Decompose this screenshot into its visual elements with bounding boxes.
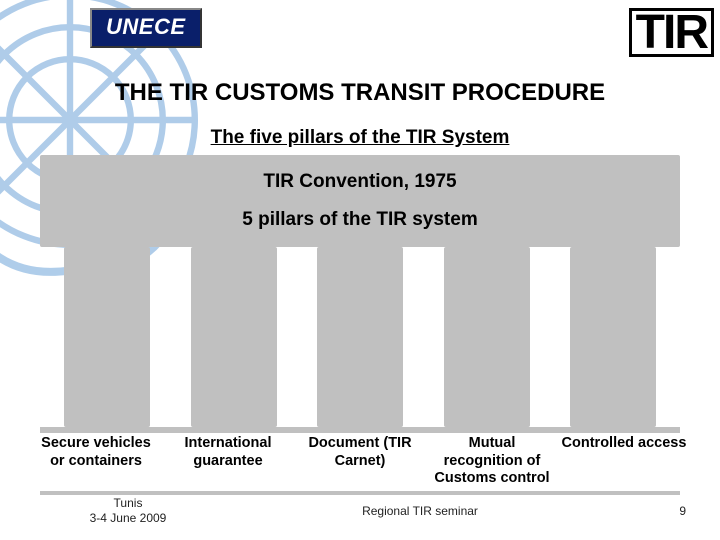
diagram-roof: TIR Convention, 1975 5 pillars of the TI… bbox=[40, 155, 680, 247]
tir-logo: TIR bbox=[629, 8, 714, 57]
footer-location: Tunis 3-4 June 2009 bbox=[28, 496, 228, 526]
pillar-2 bbox=[191, 247, 277, 427]
pillar-4 bbox=[444, 247, 530, 427]
footer-dates: 3-4 June 2009 bbox=[90, 511, 167, 525]
diagram-pillars bbox=[40, 247, 680, 427]
footer-city: Tunis bbox=[114, 496, 143, 510]
pillar-label-1: Secure vehicles or containers bbox=[30, 435, 162, 487]
diagram-base bbox=[40, 427, 680, 433]
pillar-label-5: Controlled access bbox=[558, 435, 690, 487]
diagram-base-lower bbox=[40, 491, 680, 495]
roof-line-1: TIR Convention, 1975 bbox=[263, 171, 456, 193]
pillar-label-3: Document (TIR Carnet) bbox=[294, 435, 426, 487]
pillar-label-4: Mutual recognition of Customs control bbox=[426, 435, 558, 487]
header: UNECE TIR bbox=[0, 0, 720, 57]
pillar-5 bbox=[570, 247, 656, 427]
pillar-3 bbox=[317, 247, 403, 427]
pillar-1 bbox=[64, 247, 150, 427]
unece-logo: UNECE bbox=[90, 8, 202, 48]
page-subtitle: The five pillars of the TIR System bbox=[0, 127, 720, 149]
page-title: THE TIR CUSTOMS TRANSIT PROCEDURE bbox=[0, 79, 720, 107]
pillar-labels: Secure vehicles or containers Internatio… bbox=[30, 435, 690, 487]
footer-page: 9 bbox=[612, 504, 692, 518]
pillar-label-2: International guarantee bbox=[162, 435, 294, 487]
pillars-diagram: TIR Convention, 1975 5 pillars of the TI… bbox=[40, 155, 680, 433]
footer-seminar: Regional TIR seminar bbox=[228, 504, 612, 518]
footer: Tunis 3-4 June 2009 Regional TIR seminar… bbox=[0, 496, 720, 526]
roof-line-2: 5 pillars of the TIR system bbox=[242, 209, 477, 231]
